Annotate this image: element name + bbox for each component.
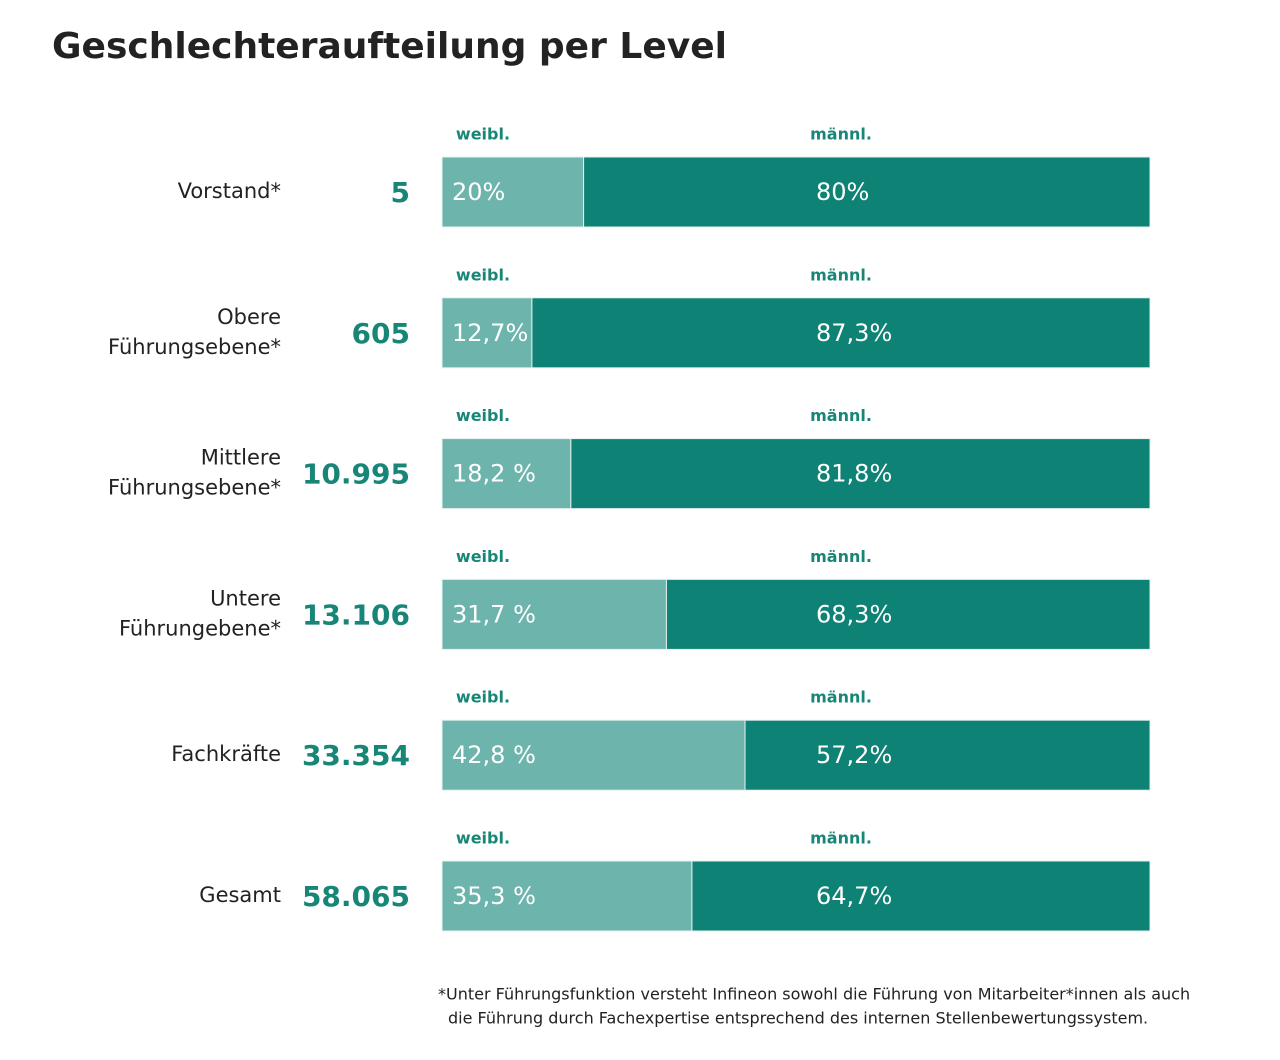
bar-segment (441, 860, 693, 932)
count-label: 33.354 (302, 739, 410, 772)
bar-segment (665, 578, 1151, 650)
footnote: die Führung durch Fachexpertise entsprec… (448, 1009, 1148, 1028)
value-label: 81,8% (816, 460, 892, 488)
series-label: männl. (810, 688, 872, 707)
value-label: 80% (816, 178, 869, 206)
count-label: 58.065 (302, 880, 410, 913)
category-line: Obere (217, 305, 281, 329)
series-label: weibl. (456, 688, 510, 707)
value-label: 12,7% (452, 319, 528, 347)
bar-segment (691, 860, 1151, 932)
category-label: Obere Führungsebene* (108, 305, 281, 359)
value-label: 64,7% (816, 882, 892, 910)
value-label: 20% (452, 178, 505, 206)
value-label: 68,3% (816, 600, 892, 628)
category-line: Untere (210, 586, 281, 610)
value-label: 87,3% (816, 319, 892, 347)
series-label: männl. (810, 547, 872, 566)
count-label: 5 (391, 176, 410, 209)
category-line: Mittlere (201, 446, 281, 470)
chart-title: Geschlechteraufteilung per Level (52, 26, 727, 67)
series-label: weibl. (456, 125, 510, 144)
category-label: Gesamt (199, 883, 281, 907)
category-line: Führungsebene* (108, 476, 281, 500)
value-label: 57,2% (816, 741, 892, 769)
bar-segment (583, 156, 1151, 228)
category-label: Vorstand* (178, 179, 281, 203)
series-label: männl. (810, 829, 872, 848)
category-label: Mittlere Führungsebene* (108, 446, 281, 500)
footnote: *Unter Führungsfunktion versteht Infineo… (438, 985, 1190, 1004)
bar-segment (441, 719, 746, 791)
bar-segment (441, 438, 572, 510)
category-label: Untere Führungebene* (119, 586, 281, 640)
category-label: Fachkräfte (171, 742, 281, 766)
series-label: weibl. (456, 547, 510, 566)
series-label: männl. (810, 406, 872, 425)
value-label: 31,7 % (452, 600, 536, 628)
value-label: 35,3 % (452, 882, 536, 910)
series-label: männl. (810, 125, 872, 144)
category-line: Führungsebene* (108, 335, 281, 359)
count-label: 605 (352, 317, 410, 350)
count-label: 13.106 (302, 598, 410, 631)
bar-segment (570, 438, 1151, 510)
series-label: männl. (810, 265, 872, 284)
bar-segment (744, 719, 1151, 791)
count-label: 10.995 (302, 458, 410, 491)
category-line: Führungebene* (119, 616, 281, 640)
bar-segment (441, 578, 667, 650)
series-label: weibl. (456, 829, 510, 848)
value-label: 18,2 % (452, 460, 536, 488)
series-label: weibl. (456, 265, 510, 284)
series-label: weibl. (456, 406, 510, 425)
bar-segment (531, 297, 1151, 369)
bar-segment (441, 297, 533, 369)
value-label: 42,8 % (452, 741, 536, 769)
bar-segment (441, 156, 585, 228)
